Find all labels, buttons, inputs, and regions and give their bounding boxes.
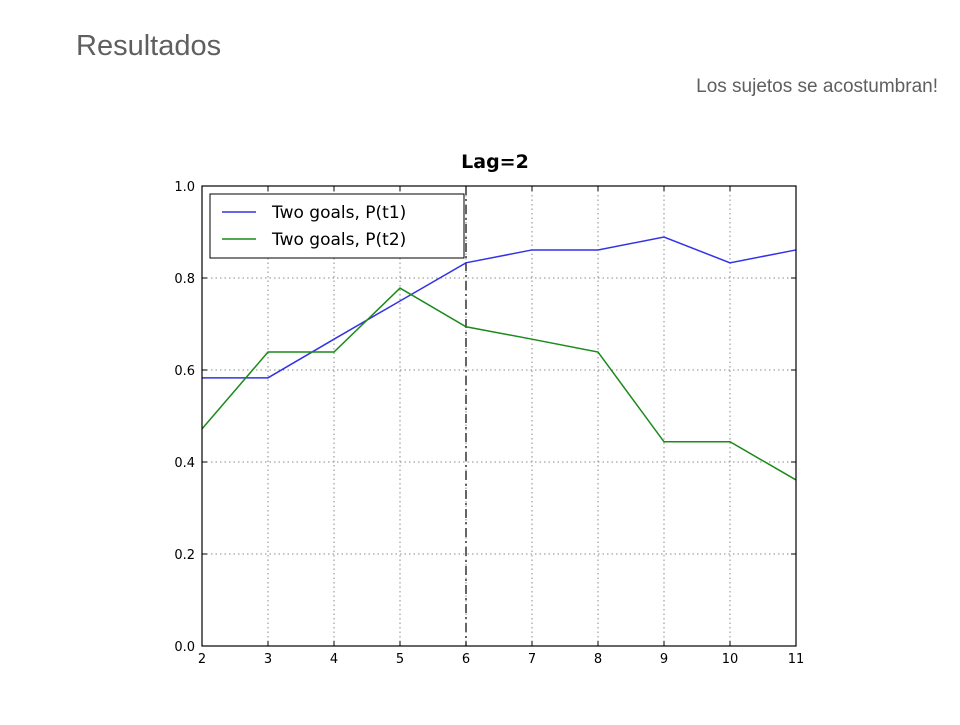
x-tick-label: 6 [462, 652, 470, 667]
series-line-2 [201, 287, 797, 481]
y-tick-label: 1.0 [174, 180, 195, 195]
y-tick-label: 0.2 [174, 548, 195, 563]
x-tick-label: 2 [198, 652, 206, 667]
legend-box [209, 193, 465, 259]
x-tick-label: 10 [722, 652, 739, 667]
x-tick-label: 7 [528, 652, 536, 667]
y-tick-label: 0.0 [174, 640, 195, 655]
x-tick-label: 4 [330, 652, 338, 667]
ticks: 2 3 4 5 6 7 8 9 10 11 0.0 0.2 0.4 0.6 0.8 1.0 [174, 180, 804, 667]
x-tick-label: 8 [594, 652, 602, 667]
slide-title: Resultados [76, 30, 222, 62]
legend: Two goals, P(t1) Two goals, P(t2) [209, 193, 465, 259]
legend-label: Two goals, P(t2) [271, 230, 406, 250]
grid [202, 186, 796, 646]
chart-title: Lag=2 [461, 151, 529, 173]
y-tick-label: 0.8 [174, 272, 195, 287]
x-tick-label: 5 [396, 652, 404, 667]
y-tick-label: 0.4 [174, 456, 195, 471]
plot-frame [201, 185, 797, 647]
y-tick-label: 0.6 [174, 364, 195, 379]
x-tick-label: 11 [788, 652, 805, 667]
series-line-1 [202, 236, 797, 379]
x-tick-label: 9 [660, 652, 668, 667]
slide-subtitle: Los sujetos se acostumbran! [696, 76, 938, 97]
series-layer [201, 236, 797, 481]
legend-label: Two goals, P(t1) [271, 203, 406, 223]
x-tick-label: 3 [264, 652, 272, 667]
